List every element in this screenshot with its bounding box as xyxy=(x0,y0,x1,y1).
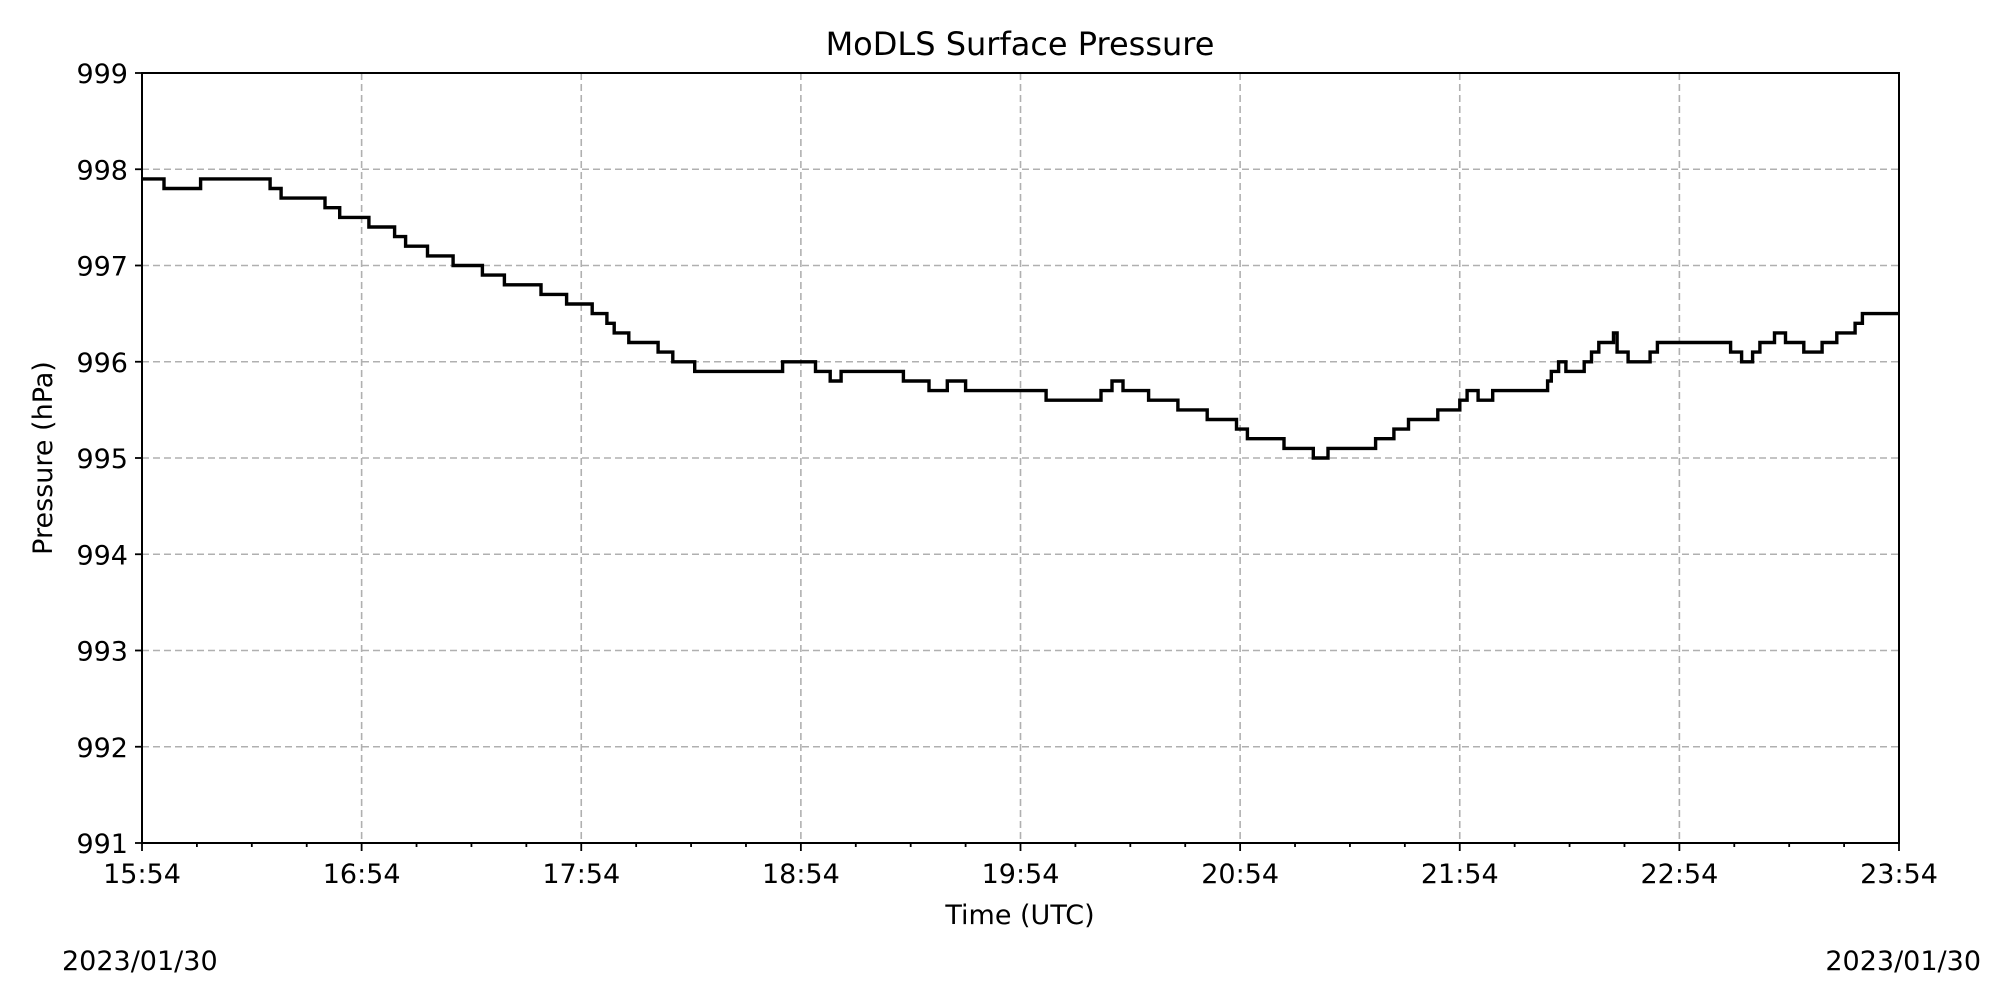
series-layer xyxy=(142,177,1899,460)
chart-title: MoDLS Surface Pressure xyxy=(826,25,1215,63)
y-tick-label: 998 xyxy=(76,155,128,186)
x-axis-label: Time (UTC) xyxy=(944,900,1094,931)
y-tick-label: 999 xyxy=(76,59,128,90)
x-tick-label: 21:54 xyxy=(1421,859,1499,890)
y-tick-label: 995 xyxy=(76,444,128,475)
x-tick-label: 22:54 xyxy=(1640,859,1718,890)
x-tick-label: 18:54 xyxy=(762,859,840,890)
date-label-left: 2023/01/30 xyxy=(62,946,218,977)
x-tick-label: 19:54 xyxy=(982,859,1060,890)
x-tick-label: 20:54 xyxy=(1201,859,1279,890)
y-axis-label: Pressure (hPa) xyxy=(28,361,59,555)
y-tick-label: 997 xyxy=(76,252,128,283)
x-tick-label: 16:54 xyxy=(323,859,401,890)
ticks xyxy=(135,72,1900,851)
x-tick-label: 17:54 xyxy=(542,859,620,890)
y-tick-label: 993 xyxy=(76,637,128,668)
y-tick-label: 991 xyxy=(76,829,128,860)
date-label-right: 2023/01/30 xyxy=(1825,946,1981,977)
x-tick-label: 23:54 xyxy=(1860,859,1938,890)
grid xyxy=(141,72,1900,844)
y-tick-label: 994 xyxy=(76,540,128,571)
tick-labels: 991 992 993 994 995 996 997 998 999 15:54 16:54 17:… xyxy=(76,59,1937,890)
y-tick-label: 996 xyxy=(76,348,128,379)
y-tick-label: 992 xyxy=(76,733,128,764)
pressure-series-line xyxy=(142,177,1899,460)
x-tick-label: 15:54 xyxy=(103,859,181,890)
